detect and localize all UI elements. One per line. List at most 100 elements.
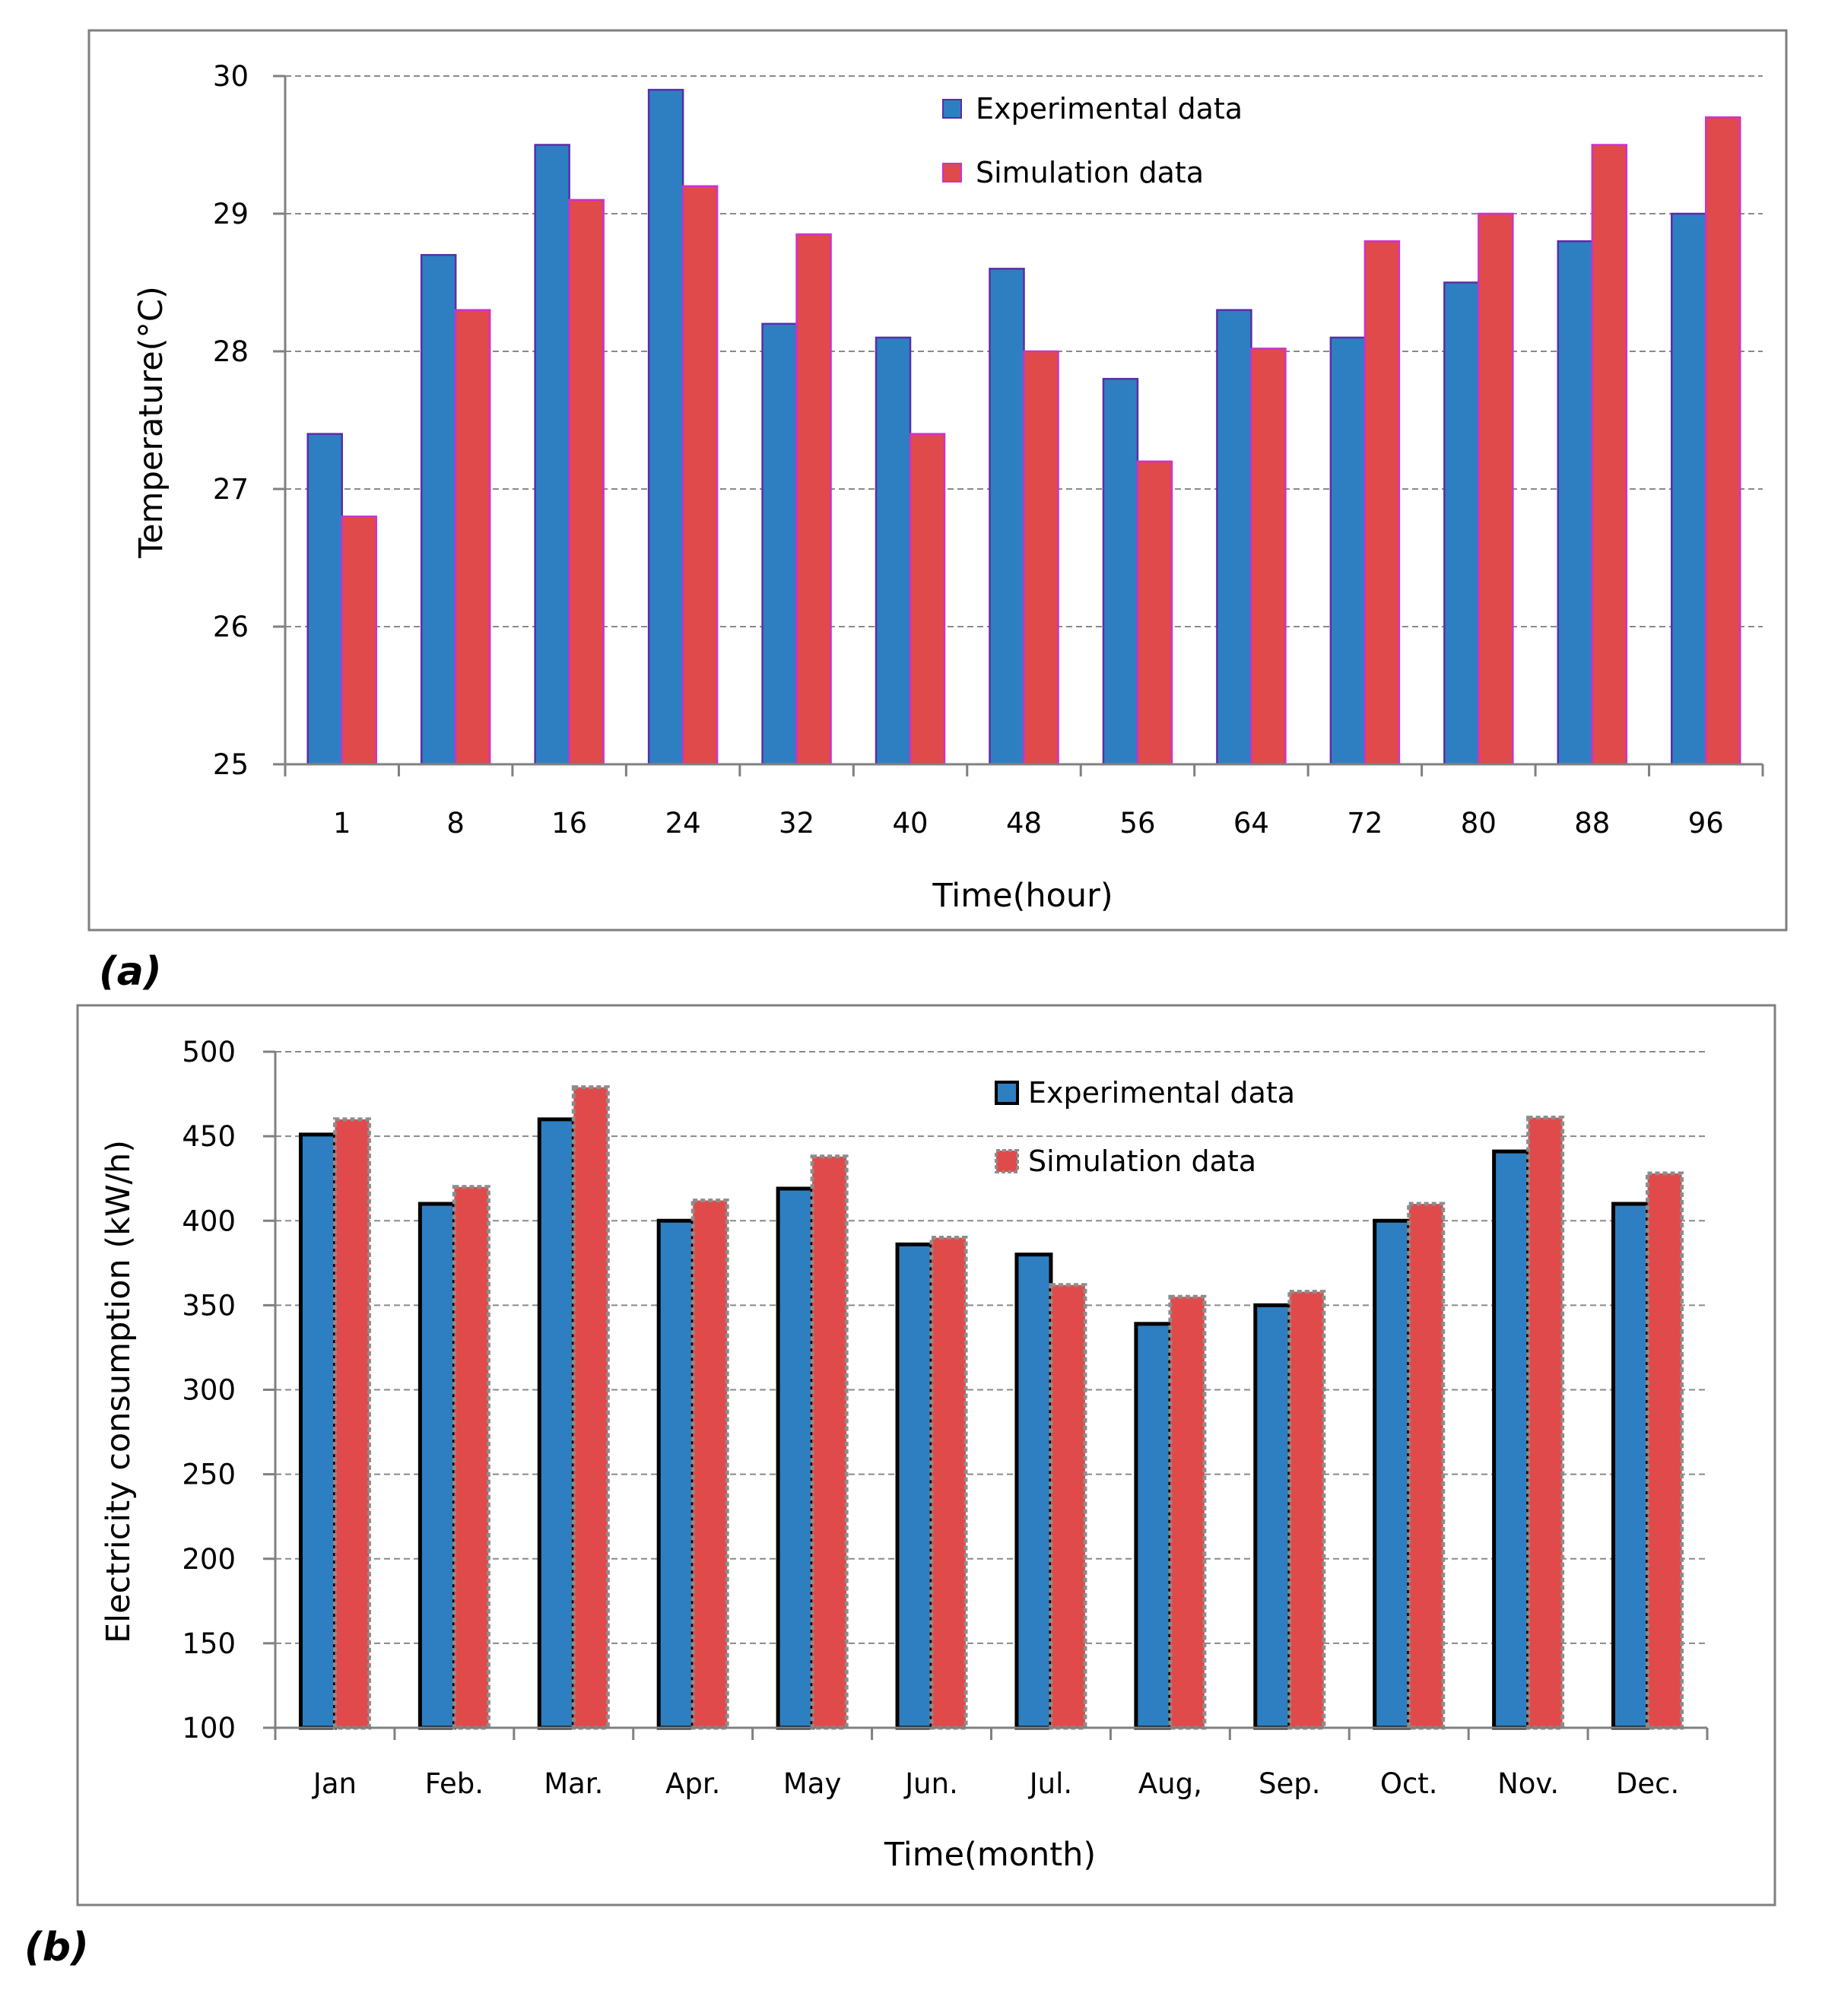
bar-simulation <box>571 1085 610 1730</box>
bar-simulation <box>1250 348 1287 766</box>
y-tick-label: 400 <box>182 1205 236 1237</box>
x-tick-label: Mar. <box>544 1767 603 1800</box>
bar-simulation <box>909 433 946 766</box>
x-tick-label: Jul. <box>1028 1767 1072 1800</box>
y-tick-label: 26 <box>213 611 249 643</box>
bar-experimental <box>298 1132 337 1730</box>
bar-experimental <box>1102 377 1139 766</box>
chart-a-y-axis-title: Temperature(°C) <box>132 286 170 558</box>
bar-experimental <box>1671 212 1707 766</box>
chart-b-x-axis-title: Time(month) <box>884 1836 1096 1874</box>
bar-experimental <box>989 268 1025 766</box>
bar-simulation <box>1287 1290 1326 1730</box>
y-tick-label: 500 <box>182 1036 236 1068</box>
chart-a-legend-label-simulation: Simulation data <box>976 156 1204 189</box>
chart-b-legend-label-experimental: Experimental data <box>1028 1076 1295 1110</box>
chart-a-legend: Experimental data Simulation data <box>942 92 1243 189</box>
bar-experimental <box>1492 1149 1531 1730</box>
bar-simulation <box>1363 240 1401 766</box>
bar-experimental <box>420 254 457 766</box>
x-tick-label: 56 <box>1119 807 1155 840</box>
bar-experimental <box>875 336 912 766</box>
bar-simulation <box>341 515 377 766</box>
y-tick-label: 200 <box>182 1543 236 1576</box>
bar-experimental <box>1134 1322 1173 1730</box>
bar-simulation <box>795 233 832 766</box>
x-tick-label: 24 <box>665 807 701 840</box>
x-tick-label: Jun. <box>903 1767 958 1800</box>
x-tick-label: 8 <box>446 807 465 840</box>
bar-experimental <box>761 322 798 766</box>
bar-experimental <box>537 1117 576 1730</box>
bar-simulation <box>681 185 719 766</box>
y-tick-label: 150 <box>182 1627 236 1660</box>
bar-simulation <box>1478 212 1514 766</box>
x-tick-label: Dec. <box>1616 1767 1679 1800</box>
bar-simulation <box>1136 460 1173 766</box>
bar-experimental <box>647 88 684 766</box>
bar-simulation <box>1023 350 1059 766</box>
bar-simulation <box>1526 1116 1565 1730</box>
chart-a-x-tick-labels: 1 8 16 24 32 40 48 56 64 72 80 88 96 <box>333 807 1724 840</box>
chart-a-legend-swatch-experimental <box>942 99 962 119</box>
bar-simulation <box>1646 1171 1684 1730</box>
bar-simulation <box>1591 144 1628 766</box>
chart-a-y-tick-labels: 25 26 27 28 29 30 <box>213 60 249 781</box>
bar-simulation <box>452 1185 490 1730</box>
x-tick-label: Jan <box>312 1767 357 1800</box>
chart-a-legend-label-experimental: Experimental data <box>976 92 1243 125</box>
bar-simulation <box>332 1117 371 1730</box>
chart-a-legend-swatch-simulation <box>942 163 962 183</box>
chart-b-legend: Experimental data Simulation data <box>995 1076 1295 1178</box>
chart-b-panel-label: (b) <box>24 1925 89 1970</box>
bar-experimental <box>306 433 343 766</box>
x-tick-label: 64 <box>1233 807 1269 840</box>
y-tick-label: 450 <box>182 1120 236 1153</box>
chart-b-x-tick-labels: Jan Feb. Mar. Apr. May Jun. Jul. Aug, Sep. Oct. No… <box>312 1767 1679 1800</box>
x-tick-label: 80 <box>1461 807 1497 840</box>
x-tick-label: Oct. <box>1380 1767 1438 1800</box>
bar-simulation <box>690 1198 729 1730</box>
chart-b-gridlines <box>275 1051 1707 1644</box>
chart-b-axes <box>263 1050 1709 1740</box>
chart-a-bars <box>306 88 1741 766</box>
chart-b: 100 150 200 250 300 350 400 450 500 Jan Feb. Mar. A… <box>24 1004 1776 1970</box>
x-tick-label: 40 <box>892 807 928 840</box>
bar-simulation <box>454 309 491 766</box>
chart-b-legend-swatch-simulation <box>995 1149 1019 1173</box>
x-tick-label: 72 <box>1347 807 1382 840</box>
x-tick-label: 96 <box>1688 807 1724 840</box>
bar-simulation <box>810 1154 849 1730</box>
y-tick-label: 100 <box>182 1712 236 1745</box>
chart-a-gridlines <box>285 75 1763 627</box>
chart-b-legend-label-simulation: Simulation data <box>1028 1145 1256 1178</box>
bar-simulation <box>1049 1283 1087 1730</box>
x-tick-label: Nov. <box>1497 1767 1559 1800</box>
x-tick-label: 88 <box>1574 807 1610 840</box>
y-tick-label: 30 <box>213 60 249 93</box>
y-tick-label: 27 <box>213 473 249 506</box>
x-tick-label: 48 <box>1006 807 1042 840</box>
chart-b-y-tick-labels: 100 150 200 250 300 350 400 450 500 <box>182 1036 236 1745</box>
bar-experimental <box>417 1202 456 1730</box>
bar-experimental <box>534 144 570 766</box>
chart-a: 25 26 27 28 29 30 1 8 16 24 32 40 48 56 64 72 80 88 96 Ti… <box>87 29 1788 995</box>
y-tick-label: 29 <box>213 198 249 230</box>
chart-a-x-axis-title: Time(hour) <box>932 877 1113 915</box>
y-tick-label: 350 <box>182 1289 236 1322</box>
y-tick-label: 300 <box>182 1374 236 1407</box>
x-tick-label: Sep. <box>1259 1767 1321 1800</box>
bar-experimental <box>895 1242 934 1730</box>
bar-experimental <box>1373 1218 1411 1730</box>
bar-experimental <box>1557 240 1594 766</box>
bar-experimental <box>1329 336 1367 766</box>
x-tick-label: 1 <box>333 807 351 840</box>
bar-simulation <box>929 1235 968 1730</box>
bar-simulation <box>1407 1202 1446 1730</box>
bar-experimental <box>656 1218 695 1730</box>
bar-experimental <box>1216 309 1252 766</box>
chart-b-legend-swatch-experimental <box>995 1081 1019 1105</box>
bar-experimental <box>1253 1303 1292 1730</box>
x-tick-label: Feb. <box>425 1767 484 1800</box>
